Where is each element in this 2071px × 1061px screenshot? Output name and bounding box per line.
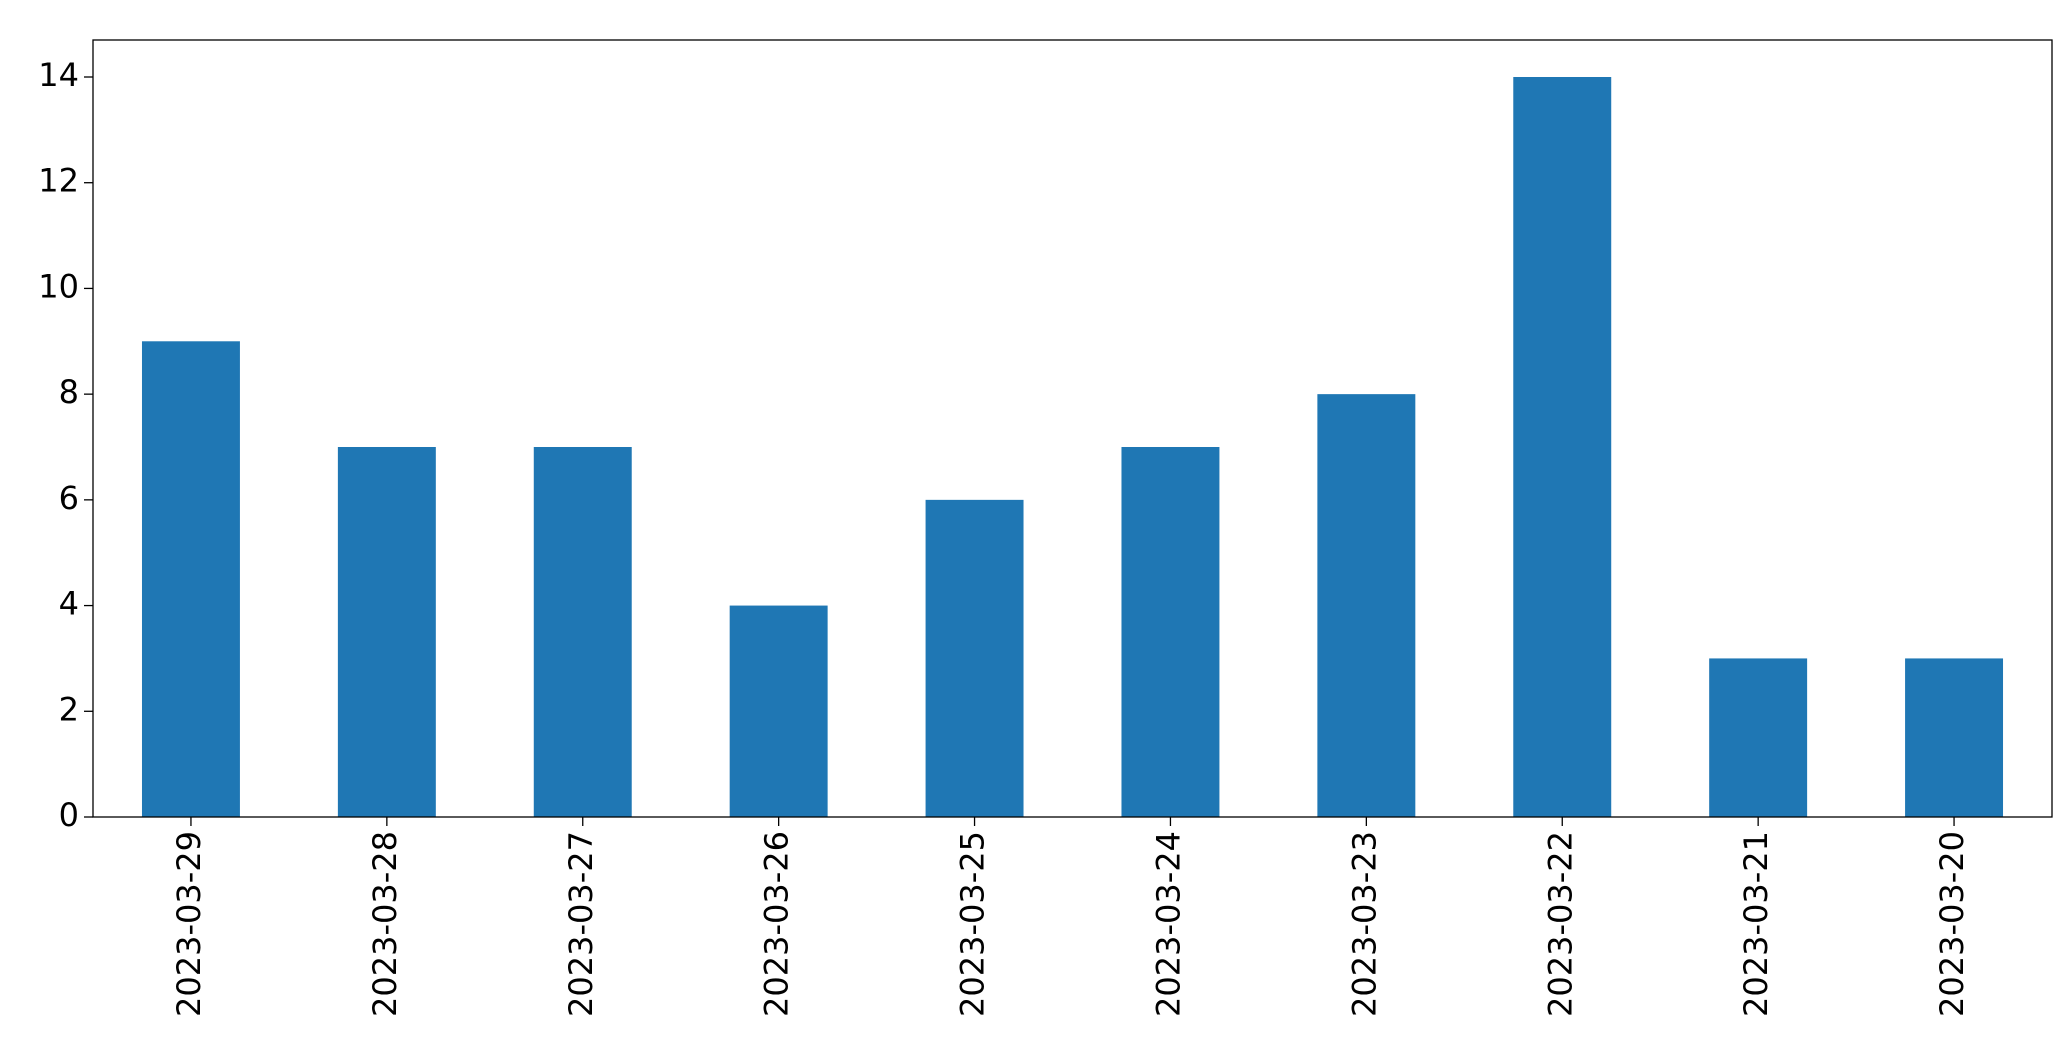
bar [533, 447, 632, 817]
bar [1905, 658, 2004, 817]
bar [1709, 658, 1808, 817]
bar [1317, 394, 1416, 817]
y-tick-label: 8 [59, 373, 79, 411]
y-tick-label: 2 [59, 690, 79, 728]
bar [337, 447, 436, 817]
x-tick-label: 2023-03-27 [562, 831, 600, 1017]
x-tick-label: 2023-03-29 [170, 831, 208, 1017]
x-tick-label: 2023-03-26 [758, 831, 796, 1017]
plot-frame [92, 39, 2053, 818]
x-tick-label: 2023-03-20 [1933, 831, 1971, 1017]
y-tick-label: 14 [38, 56, 79, 94]
bar [925, 499, 1024, 817]
y-tick-label: 12 [38, 162, 79, 200]
x-tick-label: 2023-03-28 [366, 831, 404, 1017]
bar [1121, 447, 1220, 817]
y-tick-label: 4 [59, 585, 79, 623]
bar [1513, 77, 1612, 817]
y-tick-label: 6 [59, 479, 79, 517]
x-tick-label: 2023-03-21 [1737, 831, 1775, 1017]
x-tick-label: 2023-03-25 [954, 831, 992, 1017]
y-tick-label: 10 [38, 267, 79, 305]
x-tick-label: 2023-03-24 [1149, 831, 1187, 1017]
bar [729, 605, 828, 817]
bar [141, 341, 240, 817]
x-tick-label: 2023-03-23 [1345, 831, 1383, 1017]
y-tick-label: 0 [59, 796, 79, 834]
x-tick-label: 2023-03-22 [1541, 831, 1579, 1017]
